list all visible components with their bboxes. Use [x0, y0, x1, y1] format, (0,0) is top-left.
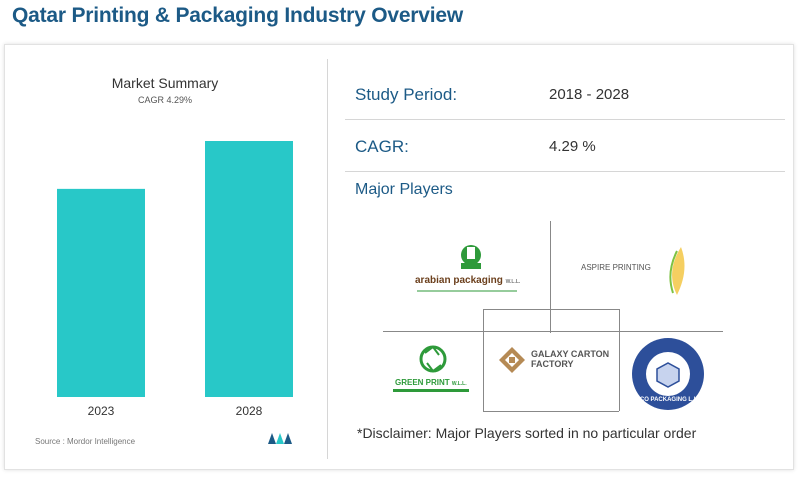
- x-tick-label: 2028: [236, 404, 263, 418]
- logo-grid-line: [483, 309, 619, 310]
- row-divider: [345, 171, 785, 172]
- logo-grid-line: [483, 309, 484, 411]
- player-logo-galaxy-carton: GALAXY CARTON FACTORY: [495, 341, 613, 393]
- player-logo-green-print: GREEN PRINT W.L.L.: [389, 343, 473, 399]
- study-period-value: 2018 - 2028: [549, 86, 630, 103]
- vertical-divider: [327, 59, 328, 459]
- logo-grid-line: [619, 309, 620, 411]
- page-title: Qatar Printing & Packaging Industry Over…: [12, 4, 463, 27]
- meco-packaging-name: MECO PACKAGING L.L.C.: [630, 397, 706, 403]
- bar-2028: [205, 141, 293, 397]
- player-logo-meco-packaging: MECO PACKAGING L.L.C.: [625, 335, 711, 413]
- major-players-heading: Major Players: [355, 181, 453, 198]
- cagr-value: 4.29 %: [549, 138, 596, 155]
- meco-packaging-seal-icon: [632, 338, 704, 410]
- chart-subtitle: CAGR 4.29%: [137, 95, 193, 105]
- overview-card: Market Summary CAGR 4.29% 2023 2028 Sourc…: [4, 44, 794, 470]
- market-summary-panel: Market Summary CAGR 4.29% 2023 2028 Sourc…: [5, 45, 325, 469]
- green-print-suffix: W.L.L.: [451, 381, 467, 387]
- galaxy-carton-box-icon: [499, 347, 525, 373]
- green-print-recycle-icon: [393, 345, 469, 392]
- disclaimer-text: *Disclaimer: Major Players sorted in no …: [357, 425, 697, 441]
- logo-grid-line: [550, 221, 551, 333]
- arabian-packaging-suffix: W.L.L.: [505, 279, 521, 285]
- chart-source: Source : Mordor Intelligence: [35, 437, 136, 446]
- arabian-packaging-emblem-icon: [417, 245, 517, 292]
- chart-title: Market Summary: [111, 75, 219, 91]
- green-print-name: GREEN PRINT: [395, 378, 450, 387]
- player-logo-aspire-printing: ASPIRE PRINTING: [573, 243, 703, 299]
- arabian-packaging-name: arabian packaging: [415, 275, 503, 286]
- x-tick-label: 2023: [88, 404, 115, 418]
- logo-grid-line: [383, 331, 723, 332]
- bar-chart: 2023 2028: [57, 141, 293, 418]
- mordor-intelligence-logo-icon: [268, 433, 292, 444]
- aspire-feather-icon: [669, 247, 685, 295]
- player-logo-arabian-packaging: arabian packaging W.L.L.: [397, 241, 537, 295]
- cagr-label: CAGR:: [355, 137, 409, 156]
- logo-grid-line: [483, 411, 619, 412]
- bar-2023: [57, 188, 145, 397]
- aspire-printing-name: ASPIRE PRINTING: [581, 263, 651, 272]
- study-period-label: Study Period:: [355, 85, 458, 104]
- row-divider: [345, 119, 785, 120]
- galaxy-carton-name: GALAXY CARTON FACTORY: [531, 349, 610, 369]
